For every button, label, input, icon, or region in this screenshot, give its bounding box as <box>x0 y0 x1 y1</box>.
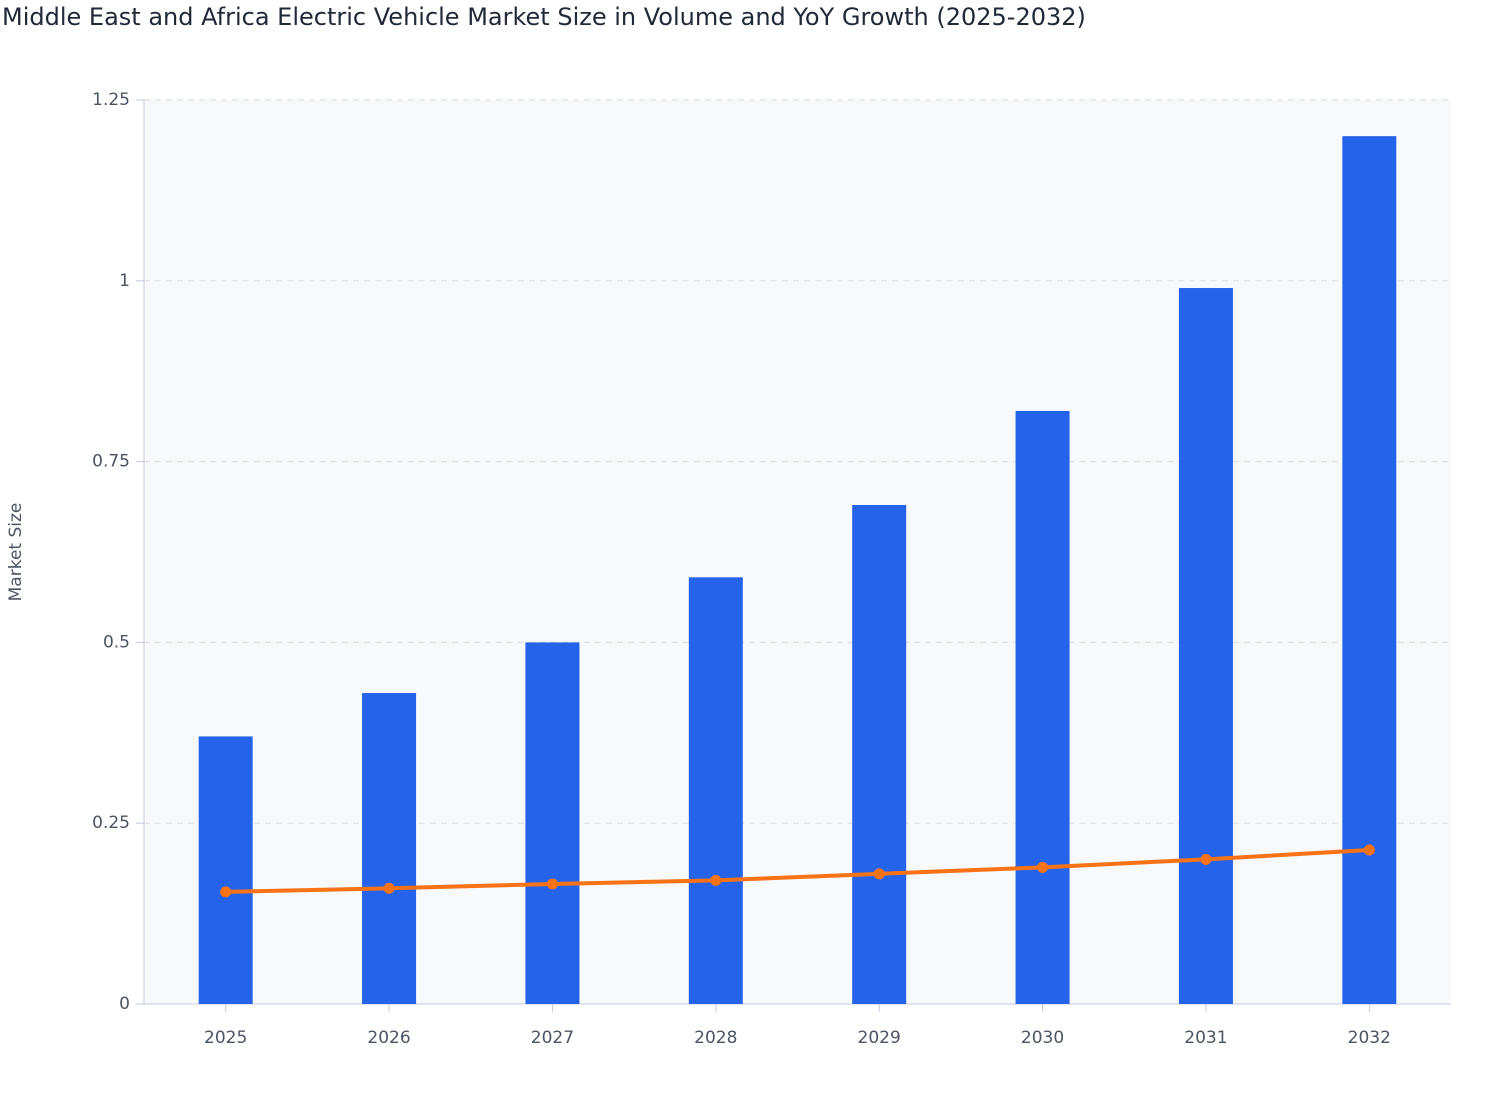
bar <box>198 736 253 1004</box>
y-tick-label: 0 <box>119 994 130 1014</box>
x-tick-label: 2032 <box>1348 1028 1391 1048</box>
bar <box>525 642 580 1004</box>
chart-title: Middle East and Africa Electric Vehicle … <box>2 3 1086 31</box>
x-tick-label: 2030 <box>1021 1028 1064 1048</box>
y-tick-label: 0.75 <box>92 452 130 472</box>
y-tick-label: 1 <box>119 271 130 291</box>
bar <box>362 693 417 1004</box>
x-tick-label: 2028 <box>694 1028 737 1048</box>
x-tick-label: 2027 <box>531 1028 574 1048</box>
y-tick-label: 0.25 <box>92 813 130 833</box>
x-tick-label: 2025 <box>204 1028 247 1048</box>
bar <box>1178 288 1233 1005</box>
line-point <box>383 882 395 894</box>
line-point <box>1200 853 1212 865</box>
plot-area <box>144 100 1451 1004</box>
x-tick-label: 2026 <box>367 1028 410 1048</box>
y-axis-label: Market Size <box>6 503 26 602</box>
y-tick-label: 0.5 <box>103 632 130 652</box>
x-tick-label: 2029 <box>858 1028 901 1048</box>
bar <box>1015 410 1070 1004</box>
line-point <box>710 874 722 886</box>
bar <box>1342 136 1397 1004</box>
line-point <box>546 878 558 890</box>
bar <box>852 504 907 1004</box>
x-tick-label: 2031 <box>1184 1028 1227 1048</box>
y-tick-label: 1.25 <box>92 90 130 110</box>
bar <box>688 577 743 1004</box>
line-point <box>220 886 232 898</box>
line <box>225 847 1370 894</box>
line-point <box>1037 861 1049 873</box>
line-point <box>1363 844 1375 856</box>
line-point <box>873 868 885 880</box>
